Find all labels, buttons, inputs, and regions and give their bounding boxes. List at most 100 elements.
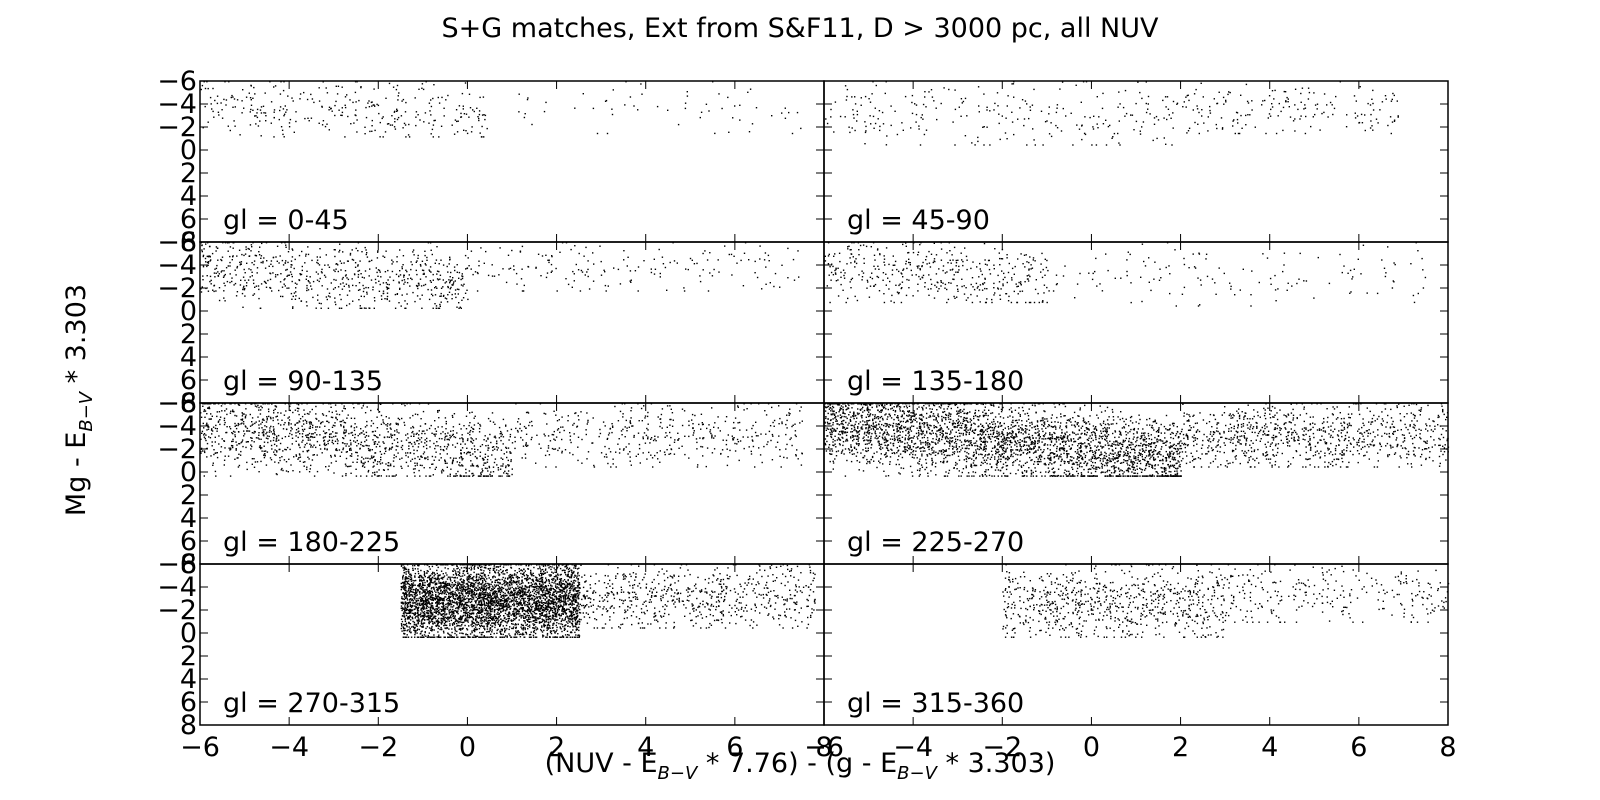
data-point bbox=[525, 442, 527, 444]
data-point bbox=[863, 262, 865, 264]
data-point bbox=[350, 465, 352, 467]
data-point bbox=[521, 457, 523, 459]
data-point bbox=[866, 439, 868, 441]
data-point bbox=[418, 458, 421, 460]
data-point bbox=[260, 438, 262, 440]
data-point bbox=[752, 424, 754, 427]
data-point bbox=[1144, 265, 1147, 267]
data-point bbox=[1088, 437, 1090, 439]
data-point bbox=[302, 420, 304, 422]
data-point bbox=[1370, 120, 1372, 122]
data-point bbox=[905, 294, 908, 297]
data-point bbox=[220, 405, 223, 407]
data-point bbox=[368, 100, 370, 102]
data-point bbox=[1095, 257, 1097, 260]
data-point bbox=[281, 129, 284, 131]
data-point bbox=[618, 452, 621, 454]
data-point bbox=[270, 440, 272, 442]
data-point bbox=[401, 100, 403, 102]
data-point bbox=[693, 430, 695, 432]
data-point bbox=[268, 415, 270, 418]
data-point bbox=[209, 418, 212, 420]
data-point bbox=[891, 269, 894, 271]
data-point bbox=[231, 94, 233, 97]
data-point bbox=[444, 282, 446, 284]
data-point bbox=[925, 106, 927, 108]
data-point bbox=[288, 126, 291, 128]
data-point bbox=[285, 461, 288, 463]
data-point bbox=[405, 101, 407, 104]
data-point bbox=[348, 465, 350, 468]
data-point bbox=[1115, 457, 1118, 459]
data-point bbox=[1117, 132, 1119, 135]
data-point bbox=[1264, 99, 1266, 102]
data-point bbox=[914, 454, 917, 456]
data-point bbox=[350, 447, 352, 450]
data-point bbox=[326, 420, 329, 423]
data-point bbox=[416, 260, 418, 262]
data-point bbox=[861, 279, 863, 281]
data-point bbox=[297, 410, 299, 412]
y-tick-label: −6 bbox=[157, 227, 197, 258]
data-point bbox=[215, 267, 218, 270]
data-point bbox=[839, 115, 842, 118]
data-point bbox=[250, 104, 253, 106]
data-point bbox=[405, 136, 407, 138]
data-point bbox=[544, 435, 546, 437]
data-point bbox=[1171, 144, 1173, 146]
data-point bbox=[764, 410, 766, 412]
data-point bbox=[342, 448, 344, 451]
data-point bbox=[351, 431, 353, 434]
data-point bbox=[863, 257, 865, 260]
data-point bbox=[1141, 445, 1144, 447]
data-point bbox=[240, 279, 242, 281]
data-point bbox=[531, 425, 533, 427]
data-point bbox=[302, 461, 305, 463]
data-point bbox=[484, 118, 486, 121]
data-point bbox=[1133, 461, 1135, 463]
data-point bbox=[1135, 120, 1138, 123]
data-point bbox=[923, 436, 925, 439]
data-point bbox=[526, 98, 529, 101]
data-point bbox=[208, 426, 210, 428]
data-point bbox=[491, 275, 494, 277]
data-point bbox=[951, 269, 953, 271]
data-point bbox=[570, 441, 572, 444]
data-point bbox=[1379, 109, 1381, 111]
data-point bbox=[561, 452, 563, 454]
data-point bbox=[459, 306, 461, 308]
data-point bbox=[672, 419, 674, 421]
data-point bbox=[606, 438, 608, 440]
data-point bbox=[946, 252, 948, 254]
data-point bbox=[369, 450, 371, 452]
data-point bbox=[1205, 253, 1208, 255]
data-point bbox=[241, 441, 243, 443]
data-point bbox=[298, 413, 300, 416]
data-point bbox=[436, 246, 438, 248]
data-point bbox=[1008, 433, 1010, 435]
data-point bbox=[212, 87, 214, 90]
data-point bbox=[305, 434, 307, 437]
data-point bbox=[323, 442, 326, 444]
data-point bbox=[206, 413, 208, 415]
y-axis-label: Mg - EB−V * 3.303 bbox=[61, 284, 97, 516]
data-point bbox=[869, 101, 872, 103]
data-point bbox=[251, 440, 253, 442]
data-point bbox=[244, 287, 246, 290]
data-point bbox=[790, 437, 792, 439]
data-point bbox=[883, 261, 885, 263]
data-point bbox=[1119, 103, 1121, 105]
data-point bbox=[892, 255, 894, 257]
data-point bbox=[1033, 88, 1035, 91]
data-point bbox=[366, 444, 368, 447]
scatter-points bbox=[200, 403, 803, 477]
data-point bbox=[573, 422, 575, 425]
data-point bbox=[925, 255, 928, 258]
y-tick-label: 6 bbox=[180, 204, 197, 235]
data-point bbox=[246, 461, 248, 464]
data-point bbox=[452, 283, 455, 285]
data-point bbox=[342, 419, 344, 422]
data-point bbox=[1183, 286, 1186, 289]
data-point bbox=[948, 88, 950, 91]
data-point bbox=[211, 415, 213, 417]
